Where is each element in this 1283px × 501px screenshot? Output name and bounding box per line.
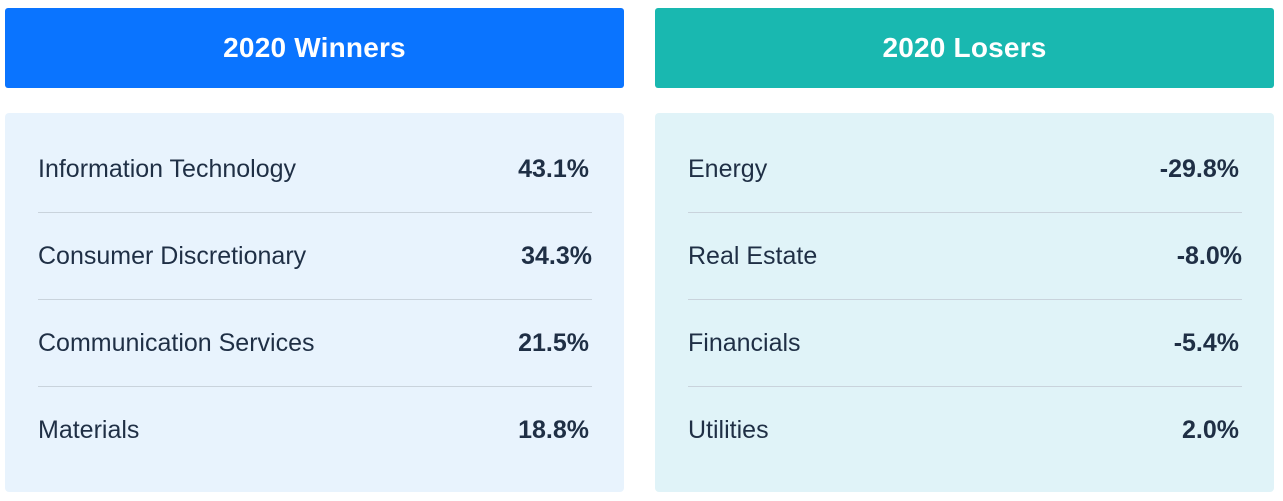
return-value: -29.8%: [1159, 154, 1239, 183]
sector-label: Materials: [38, 415, 140, 444]
sector-label: Real Estate: [688, 241, 818, 270]
return-value: 2.0%: [1182, 415, 1239, 444]
winners-table: Information Technology 43.1% Consumer Di…: [5, 113, 624, 492]
sector-label: Consumer Discretionary: [38, 241, 307, 270]
losers-row: Financials -5.4%: [688, 300, 1242, 387]
winners-row: Communication Services 21.5%: [38, 300, 592, 387]
return-value: -8.0%: [1176, 241, 1242, 270]
return-value: 43.1%: [518, 154, 589, 183]
winners-row: Consumer Discretionary 34.3%: [38, 213, 592, 300]
winners-row: Information Technology 43.1%: [38, 126, 592, 213]
sector-label: Information Technology: [38, 154, 297, 183]
return-value: 21.5%: [518, 328, 589, 357]
sector-label: Energy: [688, 154, 768, 183]
losers-row: Real Estate -8.0%: [688, 213, 1242, 300]
return-value: 18.8%: [518, 415, 589, 444]
sector-label: Financials: [688, 328, 801, 357]
losers-row: Energy -29.8%: [688, 126, 1242, 213]
winners-panel: 2020 Winners Information Technology 43.1…: [5, 8, 624, 492]
sector-label: Communication Services: [38, 328, 315, 357]
return-value: 34.3%: [521, 241, 592, 270]
losers-panel: 2020 Losers Energy -29.8% Real Estate -8…: [655, 8, 1274, 492]
winners-header: 2020 Winners: [5, 8, 624, 88]
losers-table: Energy -29.8% Real Estate -8.0% Financia…: [655, 113, 1274, 492]
losers-header: 2020 Losers: [655, 8, 1274, 88]
return-value: -5.4%: [1173, 328, 1239, 357]
sector-label: Utilities: [688, 415, 769, 444]
winners-row: Materials 18.8%: [38, 387, 592, 473]
losers-row: Utilities 2.0%: [688, 387, 1242, 473]
